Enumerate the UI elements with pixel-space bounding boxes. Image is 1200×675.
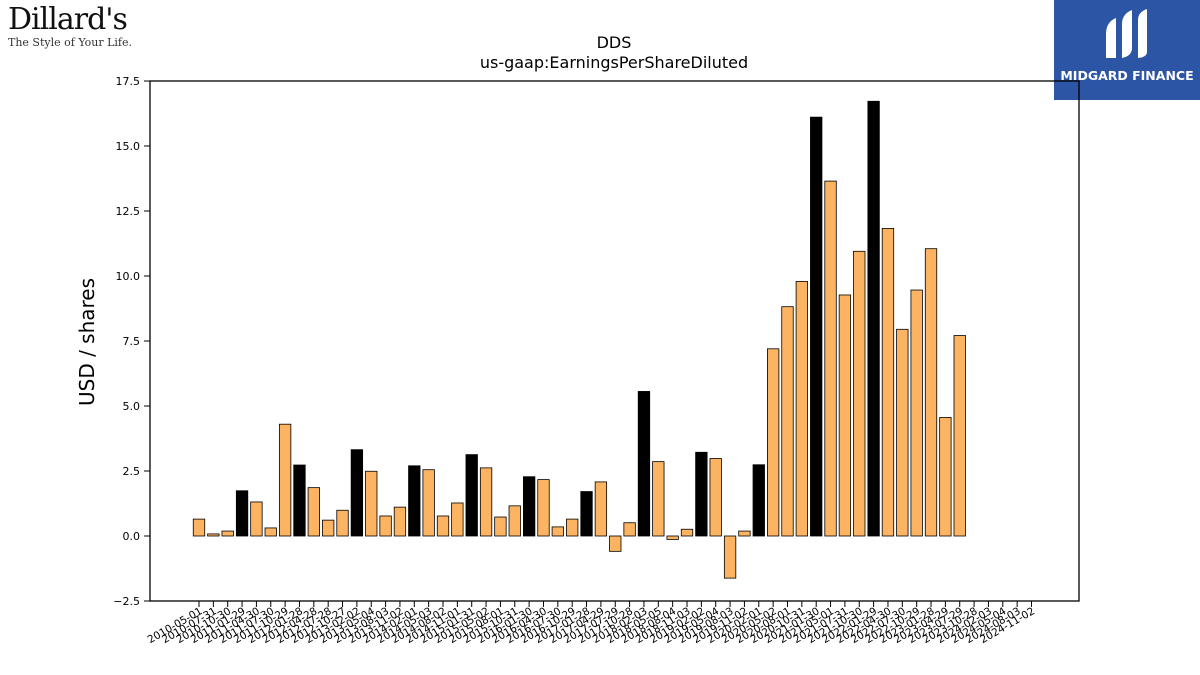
bar [408, 465, 421, 537]
bar [221, 530, 234, 537]
bar [853, 250, 866, 537]
bar [738, 530, 751, 537]
bar [465, 454, 478, 537]
dillards-logo: Dillard's The Style of Your Life. [8, 4, 138, 54]
bar [278, 423, 292, 537]
bar [322, 519, 335, 537]
bar [767, 348, 780, 537]
bar [336, 509, 349, 537]
bar [451, 502, 464, 537]
bar [881, 228, 895, 537]
bar [235, 490, 249, 537]
bar [537, 479, 550, 537]
bar [910, 289, 923, 537]
bar [752, 464, 765, 537]
bar [250, 501, 263, 537]
bar [522, 476, 536, 537]
y-tick-label: 12.5 [116, 205, 141, 218]
bar [293, 464, 306, 537]
bar [508, 505, 521, 537]
bar [781, 306, 794, 537]
bar [867, 100, 880, 537]
bar [939, 417, 952, 537]
midgard-finance-wordmark: MIDGARD FINANCE [1060, 68, 1194, 83]
chart-subtitle: us-gaap:EarningsPerShareDiluted [480, 53, 748, 72]
bar [953, 335, 966, 537]
bar [680, 528, 694, 537]
chart-title: DDS [597, 33, 632, 52]
bar [479, 467, 493, 537]
bar [580, 491, 593, 537]
bar [551, 526, 564, 537]
bar [350, 449, 364, 537]
bar [795, 281, 808, 537]
bar [637, 391, 651, 537]
plot-frame [149, 80, 1080, 602]
y-ticks-group: −2.5 0.0 2.5 5.0 7.5 10.0 12.5 15.0 17.5 [113, 75, 150, 608]
bar [609, 535, 622, 552]
midgard-finance-logo: MIDGARD FINANCE [1054, 0, 1200, 100]
bar [623, 522, 636, 537]
bar [709, 458, 722, 537]
x-ticks-group: 2010-05-012010-07-312010-10-302011-01-29… [146, 601, 1037, 646]
dillards-tagline: The Style of Your Life. [8, 36, 132, 49]
bar [436, 515, 450, 537]
y-tick-label: 7.5 [123, 335, 141, 348]
y-tick-label: 2.5 [123, 465, 141, 478]
bar [264, 527, 277, 537]
bar [365, 470, 378, 537]
bar [824, 180, 837, 537]
bars-group [192, 100, 966, 579]
y-axis-label: USD / shares [75, 278, 99, 406]
bar [307, 487, 320, 537]
bar [494, 516, 507, 537]
y-tick-label: 15.0 [116, 140, 141, 153]
dillards-wordmark: Dillard's [8, 2, 128, 37]
bar [566, 518, 579, 537]
y-tick-label: 17.5 [116, 75, 141, 88]
y-tick-label: 10.0 [116, 270, 141, 283]
y-tick-label: −2.5 [113, 595, 140, 608]
y-tick-label: 0.0 [123, 530, 141, 543]
bar [422, 469, 435, 537]
bar [896, 328, 909, 537]
bar [723, 535, 737, 579]
y-tick-label: 5.0 [123, 400, 141, 413]
bar [666, 535, 679, 540]
bar [838, 294, 852, 537]
bar [810, 116, 823, 537]
bar [594, 481, 608, 537]
bar [192, 518, 206, 537]
bar [695, 451, 708, 537]
bar [393, 506, 407, 537]
bar [379, 515, 392, 537]
midgard-emblem-icon [1106, 9, 1147, 58]
bar [652, 461, 665, 537]
bar [924, 248, 938, 537]
bar [207, 533, 220, 537]
